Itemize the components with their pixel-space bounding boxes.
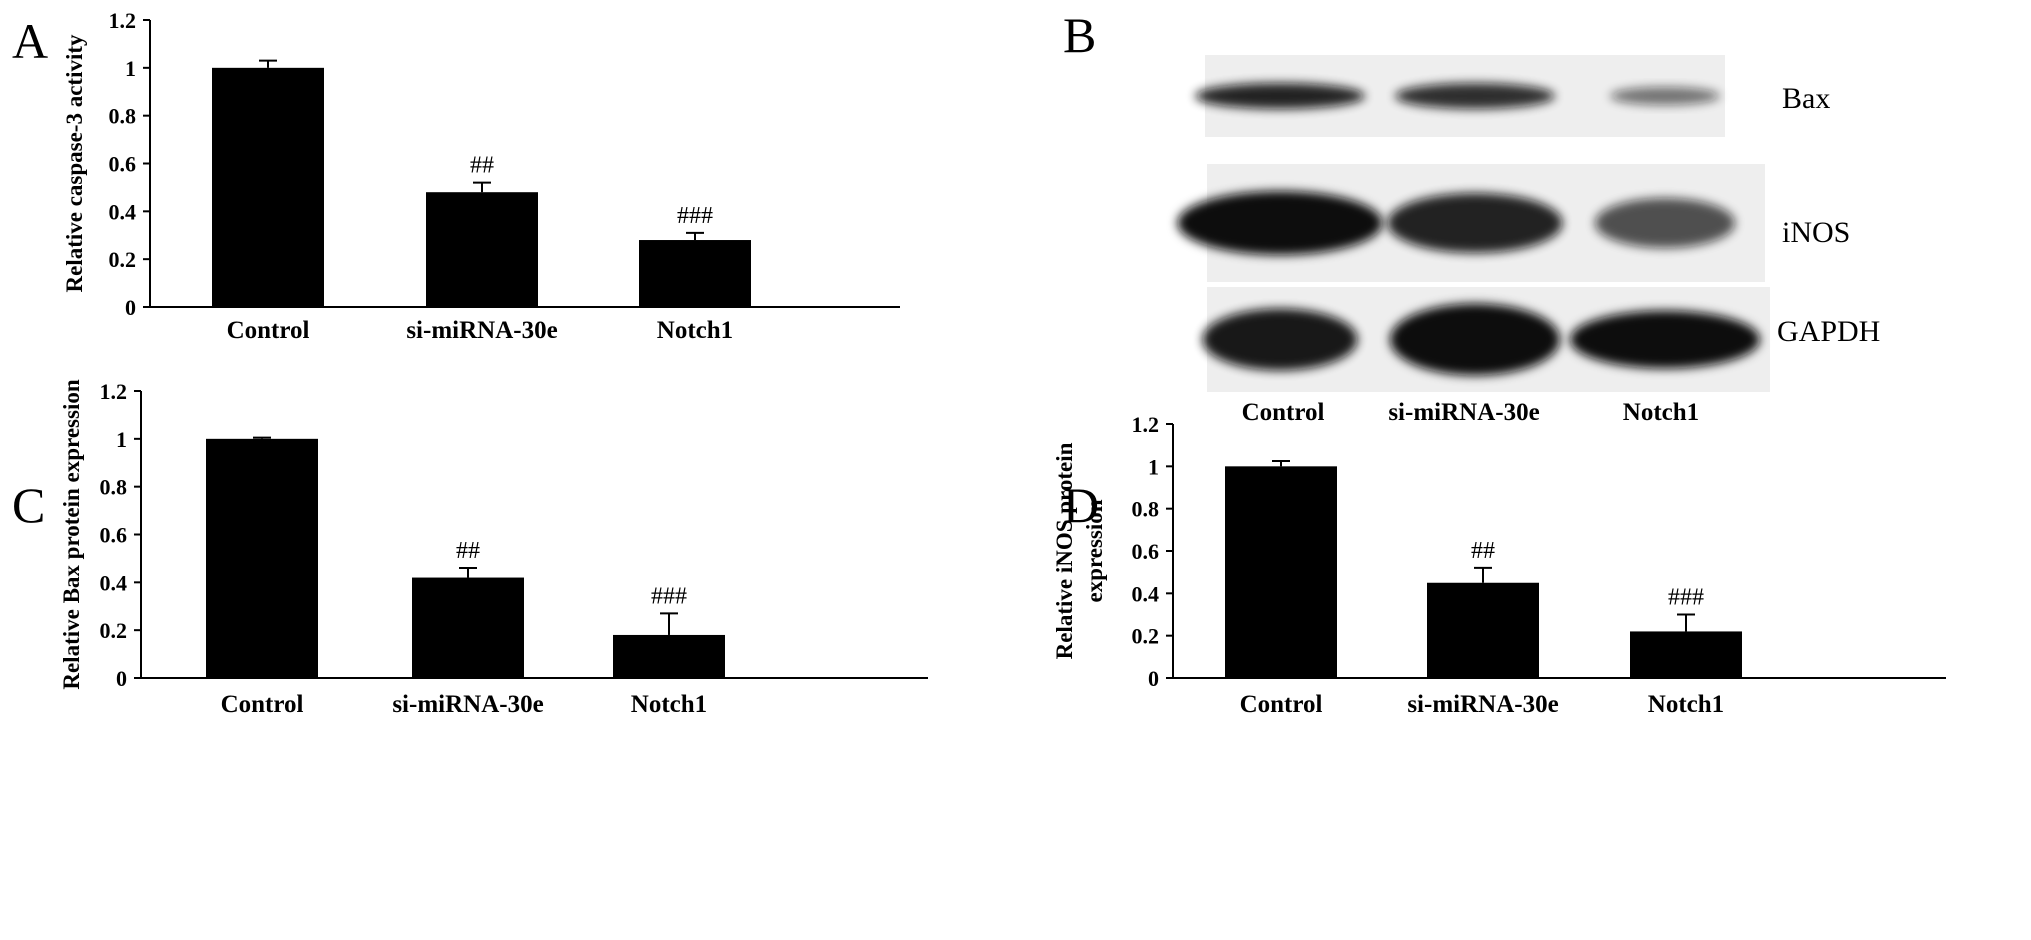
y-tick-label: 0.4 bbox=[1132, 581, 1160, 606]
y-tick-label: 1 bbox=[116, 427, 127, 452]
western-blot-b: Bax iNOS GAPDH Control si-miRNA-30e Notch1 bbox=[1177, 55, 1880, 426]
blot-band bbox=[1610, 87, 1720, 105]
y-tick-label: 1 bbox=[125, 56, 136, 81]
category-label: Notch1 bbox=[631, 691, 707, 718]
y-tick-label: 0.6 bbox=[1132, 539, 1160, 564]
category-label: si-miRNA-30e bbox=[1407, 691, 1558, 718]
bar-notch1 bbox=[1630, 631, 1742, 678]
bar-control bbox=[206, 438, 318, 678]
panel-letter-a: A bbox=[12, 13, 48, 69]
y-tick-label: 0.8 bbox=[100, 475, 128, 500]
category-label: Control bbox=[227, 317, 310, 344]
blot-lane-label: Notch1 bbox=[1623, 399, 1699, 426]
y-tick-label: 0 bbox=[116, 666, 127, 691]
significance-mark: ### bbox=[1668, 585, 1704, 611]
bar-control bbox=[1225, 466, 1337, 678]
panel-letter-b: B bbox=[1063, 7, 1096, 63]
y-tick-label: 0.4 bbox=[100, 570, 128, 595]
category-label: Notch1 bbox=[1648, 691, 1724, 718]
y-tick-label: 1.2 bbox=[100, 379, 128, 404]
category-label: Control bbox=[1240, 691, 1323, 718]
category-label: si-miRNA-30e bbox=[406, 317, 557, 344]
y-tick-label: 0.2 bbox=[1132, 624, 1160, 649]
significance-mark: ## bbox=[456, 538, 480, 564]
blot-band bbox=[1202, 308, 1358, 371]
bar-si-mirna-30e bbox=[426, 192, 538, 307]
y-tick-label: 0 bbox=[1148, 666, 1159, 691]
y-axis-label: Relative caspase-3 activity bbox=[62, 34, 87, 293]
significance-mark: ## bbox=[1471, 538, 1495, 564]
y-axis-label: Relative Bax protein expression bbox=[59, 379, 84, 689]
y-tick-label: 0.2 bbox=[100, 618, 128, 643]
blot-lane-label: Control bbox=[1242, 399, 1325, 426]
y-axis-label: expression bbox=[1082, 499, 1107, 602]
y-tick-label: 0.4 bbox=[109, 199, 137, 224]
y-tick-label: 0.2 bbox=[109, 247, 137, 272]
category-label: Notch1 bbox=[657, 317, 733, 344]
blot-row-label: Bax bbox=[1782, 82, 1830, 115]
y-tick-label: 0 bbox=[125, 295, 136, 320]
bar-chart-c: 0 0.2 0.4 0.6 0.8 1 1.2 Relative Bax protein ex… bbox=[59, 379, 928, 718]
bar-chart-a: 0 0.2 0.4 0.6 0.8 1 1.2 Relative caspase-3 acti… bbox=[62, 8, 900, 344]
y-tick-label: 1.2 bbox=[1132, 412, 1160, 437]
significance-mark: ### bbox=[677, 203, 713, 229]
y-tick-label: 0.6 bbox=[109, 152, 137, 177]
y-tick-label: 1 bbox=[1148, 454, 1159, 479]
y-tick-label: 1.2 bbox=[109, 8, 137, 33]
y-tick-label: 0.6 bbox=[100, 523, 128, 548]
category-label: Control bbox=[221, 691, 304, 718]
blot-band bbox=[1387, 193, 1563, 253]
bar-control bbox=[212, 67, 324, 307]
panel-letter-d: D bbox=[1063, 477, 1099, 533]
y-tick-label: 0.8 bbox=[109, 104, 137, 129]
significance-mark: ## bbox=[470, 153, 494, 179]
y-axis-label: Relative iNOS protein bbox=[1052, 442, 1077, 659]
blot-row-label: iNOS bbox=[1782, 216, 1850, 249]
panel-letter-c: C bbox=[12, 477, 45, 533]
blot-band bbox=[1195, 83, 1365, 109]
blot-band bbox=[1395, 83, 1555, 109]
bar-notch1 bbox=[639, 240, 751, 307]
blot-row-label: GAPDH bbox=[1777, 315, 1880, 348]
blot-band bbox=[1177, 191, 1383, 255]
blot-lane-label: si-miRNA-30e bbox=[1388, 399, 1539, 426]
bar-notch1 bbox=[613, 634, 725, 678]
blot-band bbox=[1570, 310, 1760, 369]
blot-band bbox=[1595, 198, 1735, 248]
significance-mark: ### bbox=[651, 583, 687, 609]
bar-chart-d: 0 0.2 0.4 0.6 0.8 1 1.2 Relative iNOS protein ex… bbox=[1052, 412, 1946, 718]
category-label: si-miRNA-30e bbox=[392, 691, 543, 718]
bar-si-mirna-30e bbox=[412, 577, 524, 678]
bar-si-mirna-30e bbox=[1427, 582, 1539, 678]
y-tick-label: 0.8 bbox=[1132, 497, 1160, 522]
blot-band bbox=[1390, 303, 1560, 376]
